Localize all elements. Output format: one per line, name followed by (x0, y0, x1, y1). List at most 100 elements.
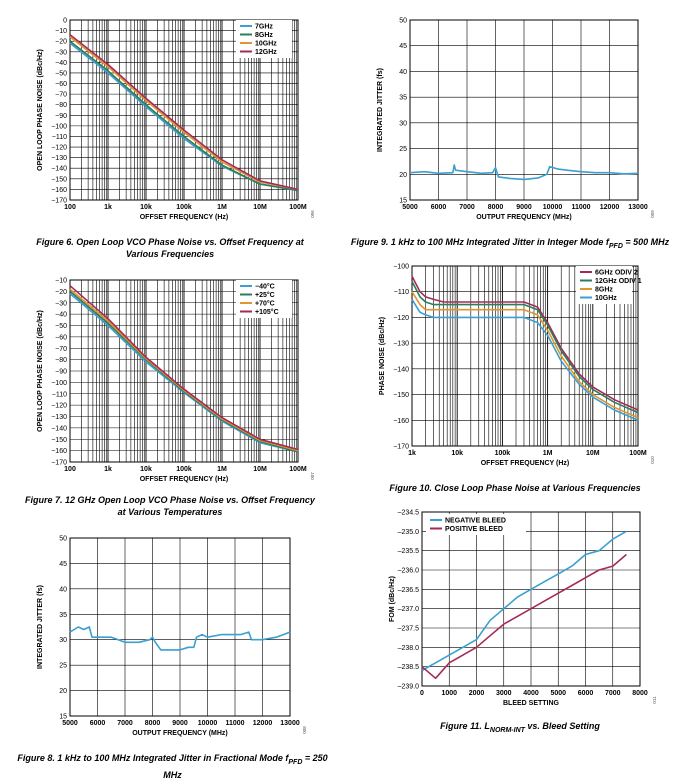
y-tick-label: −90 (55, 113, 67, 120)
y-tick-label: −40 (55, 312, 67, 319)
x-axis-label: OFFSET FREQUENCY (Hz) (140, 476, 229, 483)
y-axis-label: OPEN LOOP PHASE NOISE (dBc/Hz) (37, 310, 44, 432)
y-tick-label: 30 (399, 120, 407, 127)
legend-label: 8GHz (255, 32, 273, 39)
x-tick-label: 11000 (225, 720, 244, 727)
chart-fig11: –234.5 –235.0 –235.5 –236.0 –236.5 –237.0 –237… (389, 510, 657, 708)
x-tick-label: 100k (176, 204, 192, 211)
legend-label: +25°C (255, 291, 275, 299)
y-tick-label: −130 (393, 341, 409, 348)
series-line (421, 553, 627, 680)
y-tick-label: 15 (59, 714, 67, 721)
figure-code: 008 (302, 726, 307, 734)
y-axis-label: PHASE NOISE (dBc/Hz) (379, 317, 386, 395)
x-tick-label: 8000 (145, 720, 161, 727)
y-tick-label: 0 (63, 18, 67, 25)
x-axis-label: BLEED SETTING (503, 700, 560, 707)
y-tick-label: −70 (55, 346, 67, 353)
x-axis-label: OFFSET FREQUENCY (Hz) (140, 214, 229, 221)
caption-fig7: Figure 7. 12 GHz Open Loop VCO Phase Noi… (25, 495, 315, 517)
series-line (411, 281, 639, 414)
legend: −40°C+25°C+70°C+105°C (236, 280, 292, 318)
y-tick-label: 30 (59, 637, 67, 644)
y-tick-label: −50 (55, 323, 67, 330)
x-tick-label: 100 (64, 204, 76, 211)
series-line (409, 164, 639, 181)
y-tick-label: −100 (51, 123, 67, 130)
x-tick-label: 1000 (441, 690, 457, 697)
x-tick-label: 5000 (550, 690, 566, 697)
y-tick-label: −170 (51, 198, 67, 205)
y-axis-label: OPEN LOOP PHASE NOISE (dBc/Hz) (37, 49, 44, 171)
y-tick-label: −140 (393, 366, 409, 373)
y-tick-label: −150 (393, 392, 409, 399)
x-tick-label: 1M (217, 466, 227, 473)
x-tick-label: 1k (408, 450, 416, 457)
y-tick-label: –237.0 (398, 606, 420, 613)
y-tick-label: −130 (51, 414, 67, 421)
y-tick-label: −120 (393, 315, 409, 322)
y-tick-label: −130 (51, 155, 67, 162)
x-tick-label: 10000 (543, 204, 563, 211)
chart-fig8: 15 20 25 30 35 40 45 50 5000 6000 7000 8000 9000 1000… (37, 536, 307, 738)
x-tick-label: 6000 (578, 690, 594, 697)
x-tick-label: 5000 (402, 204, 418, 211)
x-tick-label: 12000 (253, 720, 273, 727)
legend-label: NEGATIVE BLEED (445, 518, 506, 525)
series-line (69, 285, 299, 451)
x-tick-label: 4000 (523, 690, 539, 697)
y-tick-label: −170 (51, 460, 67, 467)
caption-fig8-sub: PFD (288, 758, 303, 766)
y-tick-label: −160 (51, 448, 67, 455)
legend-label: +105°C (255, 308, 279, 316)
y-tick-label: −90 (55, 369, 67, 376)
x-tick-label: 10M (253, 204, 267, 211)
y-tick-label: −40 (55, 60, 67, 67)
legend-label: −40°C (255, 283, 275, 291)
y-tick-label: 40 (399, 69, 407, 76)
x-tick-label: 100k (176, 466, 192, 473)
legend-label: 7GHz (255, 24, 273, 31)
series-line (411, 275, 639, 411)
caption-fig9-text: Figure 9. 1 kHz to 100 MHz Integrated Ji… (350, 237, 609, 247)
series-line (421, 530, 627, 672)
x-tick-label: 1M (217, 204, 227, 211)
y-tick-label: 50 (59, 536, 67, 543)
x-tick-label: 10k (140, 204, 152, 211)
x-tick-label: 8000 (632, 690, 648, 697)
y-tick-label: −60 (55, 81, 67, 88)
y-tick-label: 25 (59, 663, 67, 670)
legend-label: 12GHz (255, 49, 277, 56)
y-tick-label: −150 (51, 437, 67, 444)
y-tick-label: −100 (393, 264, 409, 271)
caption-fig9: Figure 9. 1 kHz to 100 MHz Integrated Ji… (345, 236, 675, 253)
x-tick-label: 7000 (459, 204, 475, 211)
x-tick-label: 5000 (62, 720, 78, 727)
chart-fig9: 15 20 25 30 35 40 45 50 5000 6000 7000 8000 9000 1000… (377, 18, 655, 222)
y-axis-label: INTEGRATED JITTER (fs) (37, 585, 44, 669)
x-tick-label: 100M (289, 204, 307, 211)
plot-frame (409, 19, 639, 201)
caption-fig6: Figure 6. Open Loop VCO Phase Noise vs. … (36, 237, 304, 259)
plot-frame (421, 511, 641, 687)
x-axis-label: OUTPUT FREQUENCY (MHz) (132, 730, 228, 737)
x-tick-label: 10M (586, 450, 600, 457)
figure-code: 011 (652, 696, 657, 704)
y-tick-label: −110 (394, 289, 409, 296)
y-tick-label: −170 (393, 444, 409, 451)
chart-fig7: −10 −20 −30 −40 −50 −60 −70 −80 −90 −100 −110 −120 −… (37, 278, 315, 484)
x-tick-label: 100M (289, 466, 307, 473)
y-tick-label: –235.5 (398, 548, 420, 555)
y-tick-label: 40 (59, 586, 67, 593)
legend-label: 10GHz (255, 41, 277, 48)
y-tick-label: 50 (399, 18, 407, 25)
caption-fig11-sub: NORM-INT (489, 726, 525, 734)
y-tick-label: 25 (399, 146, 407, 153)
plot-frame (69, 279, 299, 463)
y-tick-label: 45 (59, 561, 67, 568)
chart-fig6: 0 −10 −20 −30 −40 −50 −60 −70 −80 −90 −100 −110 −120… (37, 18, 315, 222)
y-tick-label: 15 (399, 198, 407, 205)
